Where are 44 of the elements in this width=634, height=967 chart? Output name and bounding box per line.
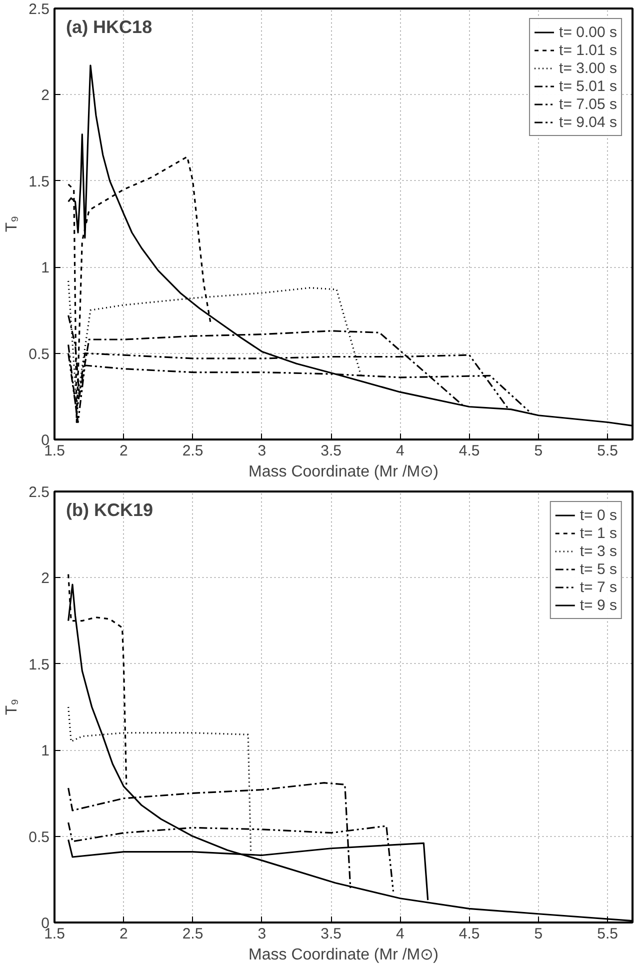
x-tick-label: 4	[396, 926, 404, 942]
legend-label: t= 3 s	[580, 542, 617, 560]
y-tick-label: 0.5	[28, 346, 50, 363]
y-tick-label: 1	[41, 260, 50, 277]
y-tick-label: 0.5	[28, 828, 50, 846]
x-tick-label: 3	[258, 926, 266, 942]
x-tick-label: 5.5	[597, 926, 618, 942]
legend-label: t= 3.00 s	[559, 59, 617, 77]
x-tick-label: 5	[534, 442, 543, 460]
x-axis-title: Mass Coordinate (Mr /M⊙)	[248, 946, 438, 964]
y-tick-label: 2.5	[28, 484, 50, 501]
y-tick-label: 1	[41, 742, 50, 760]
x-axis-title: Mass Coordinate (Mr /M⊙)	[248, 464, 438, 480]
x-tick-label: 3	[258, 442, 266, 460]
x-tick-label: 2	[119, 442, 128, 460]
y-tick-label: 2	[41, 570, 50, 588]
legend-label: t= 5 s	[580, 560, 617, 578]
legend-label: t= 7 s	[580, 578, 617, 596]
text: (a) HKC18	[66, 17, 152, 38]
x-tick-label: 5	[534, 926, 543, 942]
legend-label: t= 1.01 s	[559, 41, 617, 59]
legend-label: t= 0.00 s	[559, 23, 617, 41]
x-tick-label: 3.5	[320, 926, 342, 942]
x-tick-label: 5.5	[597, 442, 618, 460]
x-tick-label: 2.5	[182, 926, 204, 942]
x-tick-label: 4.5	[458, 442, 480, 460]
y-tick-label: 1.5	[28, 173, 50, 190]
y-axis-title: T₉	[4, 698, 21, 716]
legend-label: t= 9.04 s	[559, 113, 617, 131]
y-tick-label: 1.5	[28, 656, 50, 674]
y-axis-title: T₉	[4, 216, 21, 232]
legend-label: t= 1 s	[580, 524, 617, 542]
x-tick-label: 2	[119, 926, 128, 942]
x-tick-label: 4.5	[458, 926, 480, 942]
y-tick-label: 2.5	[28, 1, 50, 18]
y-tick-label: 2	[41, 87, 50, 104]
text: (b) KCK19	[66, 500, 154, 520]
legend-label: t= 0 s	[580, 506, 617, 524]
x-tick-label: 4	[396, 442, 404, 460]
legend-label: t= 9 s	[580, 596, 617, 614]
legend-label: t= 5.01 s	[559, 77, 617, 95]
x-tick-label: 2.5	[182, 442, 204, 460]
legend-label: t= 7.05 s	[559, 95, 617, 113]
x-tick-label: 3.5	[320, 442, 342, 460]
